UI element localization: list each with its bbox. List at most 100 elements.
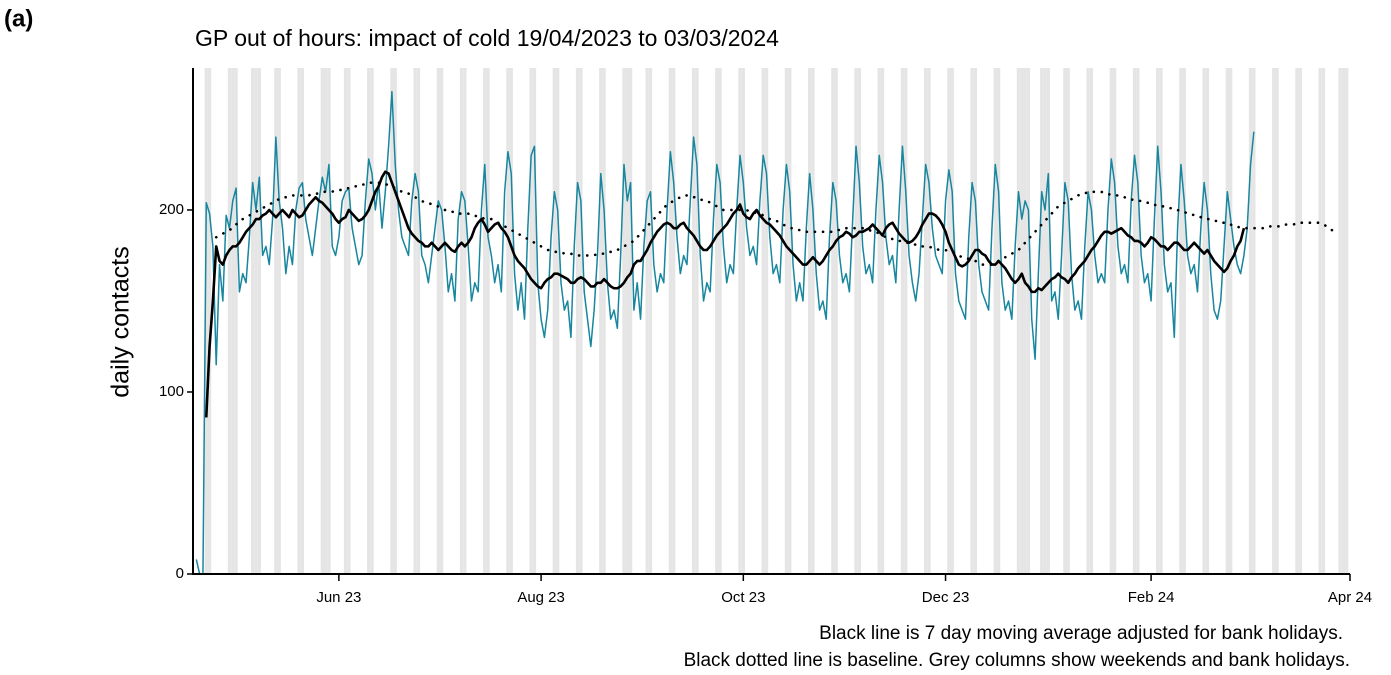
- weekend-column: [622, 68, 626, 574]
- weekend-column: [1298, 68, 1302, 574]
- weekend-column: [691, 68, 696, 574]
- weekend-column: [738, 68, 742, 574]
- weekend-column: [413, 68, 417, 574]
- weekend-column: [1225, 68, 1229, 574]
- weekend-column: [996, 68, 1001, 574]
- weekend-column: [1252, 68, 1256, 574]
- weekend-column: [904, 68, 908, 574]
- chart-title: GP out of hours: impact of cold 19/04/20…: [195, 25, 779, 51]
- weekend-column: [393, 68, 397, 574]
- weekend-column: [1020, 68, 1024, 574]
- weekend-column: [857, 68, 862, 574]
- weekend-column: [1295, 68, 1299, 574]
- weekend-column: [483, 68, 487, 574]
- weekend-column: [1318, 68, 1322, 574]
- weekend-column: [950, 68, 954, 574]
- weekend-column: [1182, 68, 1186, 574]
- weekend-column: [347, 68, 351, 574]
- x-tick-label: Dec 23: [922, 589, 970, 606]
- weekend-column: [207, 68, 212, 574]
- weekend-column: [486, 68, 490, 574]
- bank-holiday-column: [1023, 68, 1027, 574]
- x-tick-label: Jun 23: [316, 589, 361, 606]
- weekend-column: [1275, 68, 1279, 574]
- weekend-column: [277, 68, 281, 574]
- weekend-column: [648, 68, 653, 574]
- weekend-column: [1112, 68, 1117, 574]
- weekend-column: [231, 68, 235, 574]
- weekend-column: [784, 68, 789, 574]
- weekend-column: [1132, 68, 1137, 574]
- weekend-column: [1016, 68, 1021, 574]
- y-tick-label: 0: [176, 565, 184, 582]
- weekend-column: [370, 68, 374, 574]
- bank-holiday-column: [1026, 68, 1031, 574]
- weekend-column: [1063, 68, 1067, 574]
- weekend-column: [672, 68, 676, 574]
- weekend-column: [529, 68, 533, 574]
- weekend-column: [575, 68, 580, 574]
- weekend-column: [602, 68, 606, 574]
- weekend-column: [668, 68, 673, 574]
- weekend-column: [695, 68, 699, 574]
- x-tick-label: Oct 23: [721, 589, 765, 606]
- weekend-column: [1136, 68, 1140, 574]
- weekend-column: [1341, 68, 1346, 574]
- weekend-column: [625, 68, 629, 574]
- weekend-column: [204, 68, 208, 574]
- series-line: [204, 170, 1246, 418]
- weekend-column: [556, 68, 560, 574]
- footnote: Black line is 7 day moving average adjus…: [819, 623, 1343, 644]
- x-tick-label: Aug 23: [517, 589, 565, 606]
- weekend-column: [254, 68, 258, 574]
- weekend-column: [854, 68, 858, 574]
- weekend-column: [1228, 68, 1233, 574]
- weekend-column: [1040, 68, 1044, 574]
- weekend-column: [741, 68, 745, 574]
- weekend-column: [1156, 68, 1160, 574]
- weekend-column: [788, 68, 792, 574]
- panel-label: (a): [4, 5, 33, 32]
- weekend-column: [251, 68, 255, 574]
- weekend-column: [323, 68, 328, 574]
- weekend-column: [1248, 68, 1253, 574]
- weekend-column: [973, 68, 978, 574]
- weekend-column: [599, 68, 603, 574]
- weekend-column: [1066, 68, 1070, 574]
- weekend-column: [320, 68, 324, 574]
- x-tick-label: Apr 24: [1328, 589, 1372, 606]
- weekend-column: [1043, 68, 1047, 574]
- bank-holiday-column: [1338, 68, 1342, 574]
- weekend-column: [1109, 68, 1113, 574]
- weekend-column: [459, 68, 464, 574]
- x-tick-label: Feb 24: [1128, 589, 1175, 606]
- weekend-column: [645, 68, 649, 574]
- weekend-column: [761, 68, 765, 574]
- weekend-column: [764, 68, 769, 574]
- weekend-column: [343, 68, 348, 574]
- weekend-column: [1272, 68, 1276, 574]
- weekend-column: [439, 68, 444, 574]
- bank-holiday-column: [628, 68, 633, 574]
- weekend-column: [834, 68, 838, 574]
- weekend-column: [274, 68, 278, 574]
- bank-holiday-column: [257, 68, 261, 574]
- weekend-column: [1179, 68, 1183, 574]
- weekend-column: [297, 68, 301, 574]
- weekend-column: [416, 68, 421, 574]
- weekend-column: [1202, 68, 1206, 574]
- weekend-column: [880, 68, 885, 574]
- baseline-line: [214, 181, 1335, 266]
- series-line: [195, 90, 1255, 575]
- weekend-column: [715, 68, 719, 574]
- weekend-column: [300, 68, 305, 574]
- weekend-column: [811, 68, 815, 574]
- weekend-column: [927, 68, 931, 574]
- bank-holiday-column: [327, 68, 331, 574]
- y-axis-label: daily contacts: [107, 246, 135, 397]
- weekend-column: [390, 68, 394, 574]
- weekend-column: [718, 68, 722, 574]
- weekend-column: [900, 68, 905, 574]
- footnote: Black dotted line is baseline. Grey colu…: [684, 650, 1350, 671]
